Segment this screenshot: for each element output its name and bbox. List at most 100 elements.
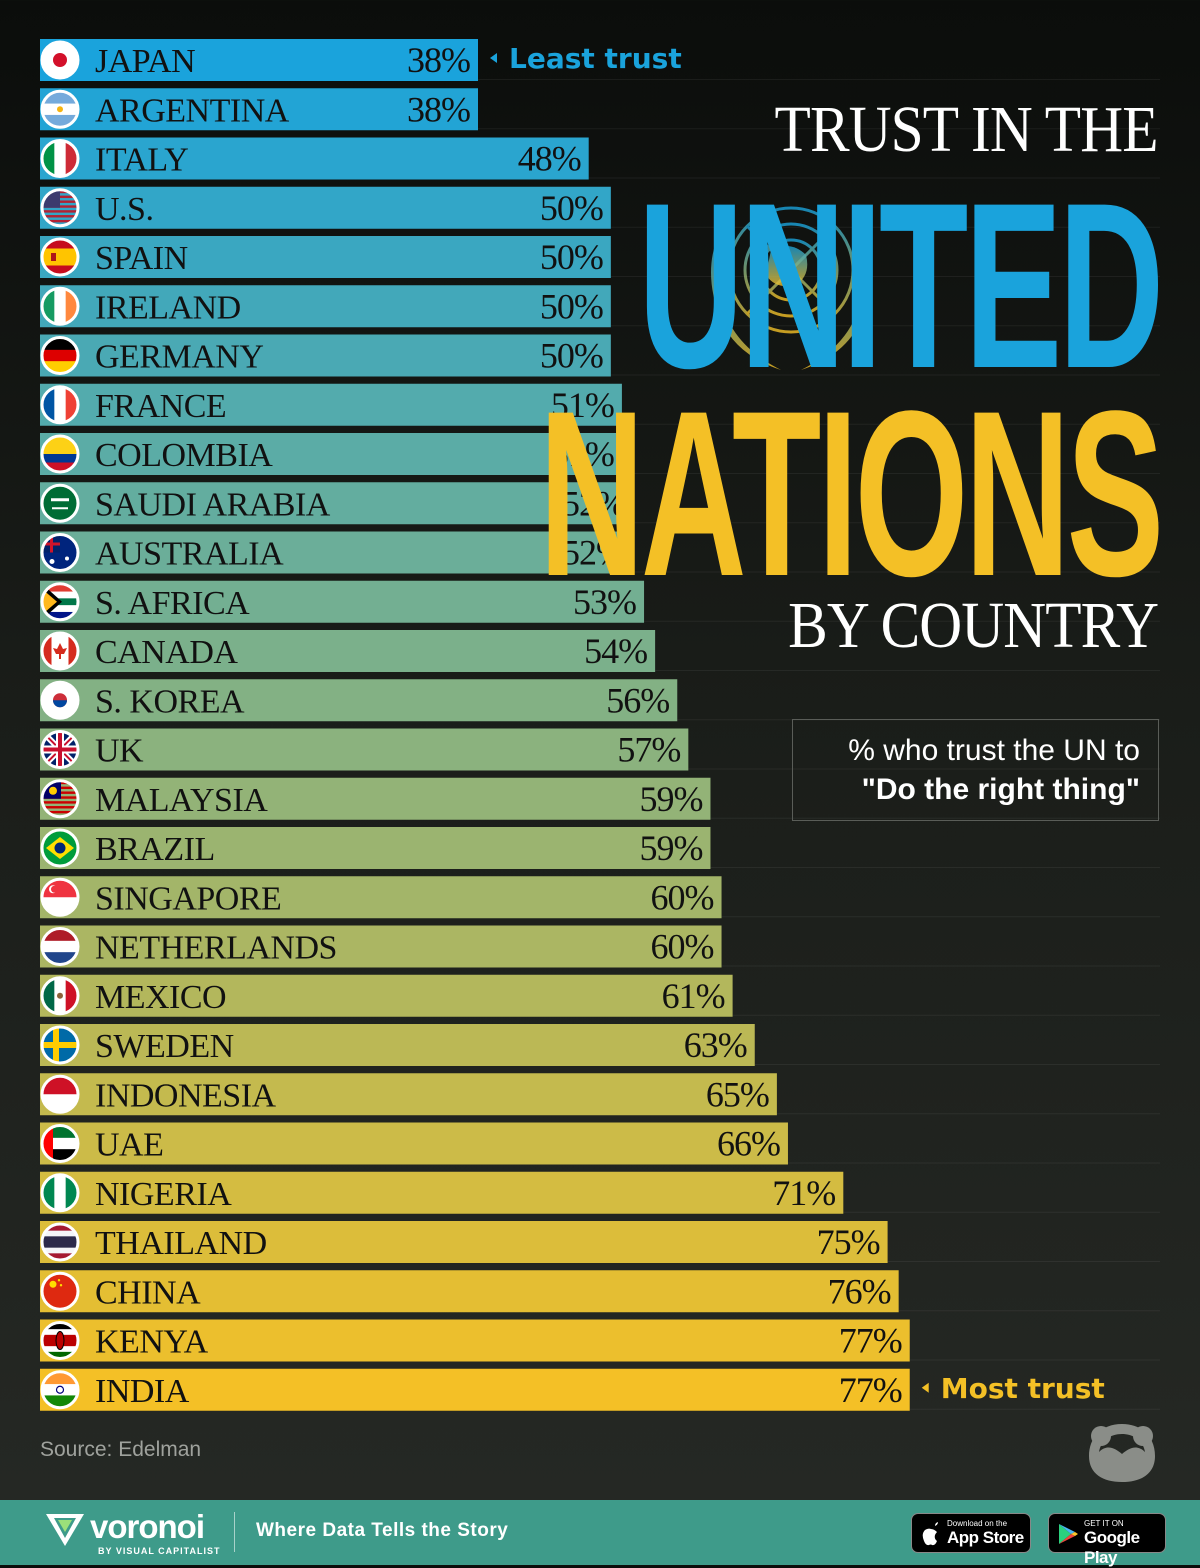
indonesia-flag-icon [40,1074,80,1114]
title-united: UNITED [637,154,1164,418]
bar-chart: JAPAN 38% ARGENTINA 38% ITALY 48% U.S. 50% SPAIN… [40,39,1160,1411]
bar [40,1073,777,1116]
bar-label: COLOMBIA [95,437,273,474]
row-line [898,1310,1160,1312]
bar-value: 59% [639,779,702,819]
row-line [610,325,1160,327]
bar [40,383,622,426]
subtitle-box: % who trust the UN to "Do the right thin… [792,719,1159,821]
google-play-big: Google Play [1084,1528,1140,1567]
bar-label: MALAYSIA [95,782,268,819]
title-bottom: BY COUNTRY [788,589,1159,662]
row-line [710,817,1160,819]
row-line [632,571,1160,573]
spain-flag-icon [40,237,80,277]
bar-label: MEXICO [95,979,226,1016]
bar [40,334,611,377]
bar-label: S. KOREA [95,683,245,720]
mexico-flag-icon [40,976,80,1016]
bar-value: 59% [639,828,702,868]
row-line [732,1014,1160,1016]
bar-label: FRANCE [95,388,226,425]
italy-flag-icon [40,139,80,178]
bar [40,88,478,131]
bar [40,1122,788,1165]
bar-label: ARGENTINA [95,92,290,129]
uae-flag-icon [40,1124,80,1163]
bar [40,679,678,722]
google-play-button[interactable]: GET IT ON Google Play [1048,1513,1166,1567]
row-line [610,374,1160,376]
bar-value: 50% [540,237,603,277]
singapore-flag-icon [40,877,80,917]
bar-label: SWEDEN [95,1028,234,1065]
app-store-button[interactable]: Download on the App Store [911,1513,1031,1553]
google-play-icon [1059,1524,1078,1544]
bar [40,236,611,278]
bar-label: ITALY [95,142,188,179]
voronoi-logo-icon [46,1514,84,1546]
canada-flag-icon [40,631,80,671]
bar [40,531,633,574]
bar [40,482,633,525]
bar-label: UK [95,733,144,770]
argentina-flag-icon [40,89,80,129]
bar-value: 51% [551,434,614,474]
row-line [776,1113,1160,1115]
bar-label: BRAZIL [95,831,215,868]
title-nations: NATIONS [538,362,1163,626]
bar-label: JAPAN [95,43,195,80]
row-line [688,768,1160,770]
bar-label: GERMANY [95,339,263,376]
bar [40,974,733,1017]
row-line [610,226,1160,228]
footer-bar: voronoi BY VISUAL CAPITALIST Where Data … [0,1500,1200,1567]
uk-flag-icon [40,730,80,769]
bar-value: 60% [651,927,714,967]
bar-label: NETHERLANDS [95,930,337,967]
bar-value: 57% [617,730,680,770]
bar-value: 54% [584,631,647,671]
bar [40,137,589,180]
bar-label: CANADA [95,634,238,671]
bar-value: 56% [606,680,669,720]
bar-value: 63% [684,1025,747,1065]
south-africa-flag-icon [40,582,80,622]
bar [40,1024,755,1066]
us-flag-icon [40,188,80,228]
row-line [787,1162,1160,1164]
bar-label: IRELAND [95,289,241,326]
bar-value: 48% [518,139,581,179]
netherlands-flag-icon [40,927,80,966]
row-line [478,79,1160,80]
tagline: Where Data Tells the Story [256,1520,509,1541]
bar-label: SPAIN [95,240,188,277]
bar-label: U.S. [95,191,153,228]
bar-label: CHINA [95,1274,201,1311]
bar [40,876,722,919]
bar-value: 38% [407,40,470,80]
row-line [610,276,1160,277]
nigeria-flag-icon [40,1173,80,1213]
bar [40,39,478,81]
bar [40,925,722,968]
bar-value: 52% [562,483,625,523]
bar [40,1221,888,1263]
thailand-flag-icon [40,1222,80,1262]
bar-value: 51% [551,385,614,425]
bar-label: NIGERIA [95,1176,232,1213]
bar [40,1368,910,1411]
india-flag-icon [40,1370,80,1410]
visual-capitalist-logo-icon [1089,1424,1155,1482]
bar-value: 61% [662,976,725,1016]
japan-flag-icon [40,40,80,80]
title-top: TRUST IN THE [774,93,1159,166]
bar-value: 65% [706,1074,769,1114]
bar-label: S. AFRICA [95,585,250,622]
bar-value: 71% [772,1173,835,1213]
france-flag-icon [40,385,80,425]
row-line [621,423,1160,425]
google-play-small: GET IT ON [1084,1519,1124,1528]
germany-flag-icon [40,336,80,375]
bar-label: SAUDI ARABIA [95,486,331,523]
